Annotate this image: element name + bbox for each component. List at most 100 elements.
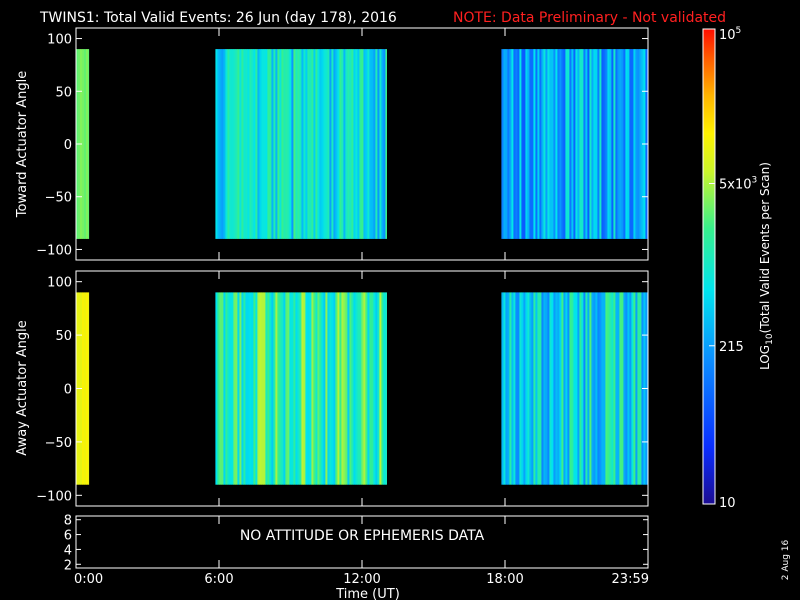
heatmap-cell (551, 49, 554, 239)
heatmap-cell (383, 49, 386, 239)
heatmap-cell (263, 49, 266, 239)
heatmap-cell (565, 49, 568, 239)
heatmap-cell (555, 292, 558, 485)
heatmap-cell (557, 49, 560, 239)
heatmap-cell (623, 292, 626, 485)
heatmap-cell (287, 292, 290, 485)
heatmap-cell (223, 292, 226, 485)
heatmap-cell (615, 49, 618, 239)
heatmap-cell (255, 49, 258, 239)
heatmap-cell (261, 292, 264, 485)
heatmap-cell (317, 292, 320, 485)
heatmap-cell (595, 292, 598, 485)
heatmap-cell (577, 292, 580, 485)
heatmap-cell (589, 292, 592, 485)
heatmap-cell (341, 292, 344, 485)
heatmap-cell (557, 292, 560, 485)
heatmap-cell (583, 292, 586, 485)
heatmap-cell (329, 49, 332, 239)
heatmap-cell (571, 292, 574, 485)
heatmap-cell (601, 292, 604, 485)
heatmap-cell (535, 292, 538, 485)
heatmap-cell (617, 49, 620, 239)
heatmap-cell (245, 292, 248, 485)
preliminary-note: NOTE: Data Preliminary - Not validated (453, 10, 726, 26)
heatmap-cell (323, 292, 326, 485)
heatmap-cell (333, 292, 336, 485)
heatmap-cell (225, 292, 228, 485)
heatmap-cell (233, 49, 236, 239)
heatmap-cell (501, 292, 504, 485)
heatmap-cell (367, 292, 370, 485)
heatmap-cell (633, 49, 636, 239)
heatmap-cell (529, 49, 532, 239)
heatmap-cell (227, 49, 230, 239)
heatmap-cell (515, 292, 518, 485)
heatmap-cell (547, 292, 550, 485)
xtick-label: 6:00 (204, 572, 233, 587)
heatmap-cell (347, 49, 350, 239)
heatmap-cell (255, 292, 258, 485)
xtick-label: 18:00 (486, 572, 523, 587)
heatmap-cell (365, 49, 368, 239)
heatmap-cell (581, 49, 584, 239)
heatmap-cell (261, 49, 264, 239)
ytick-label: 0 (64, 383, 72, 398)
heatmap-cell (625, 292, 628, 485)
date-stamp: 2 Aug 16 (781, 539, 791, 580)
heatmap-cell (241, 49, 244, 239)
heatmap-cell (625, 49, 628, 239)
heatmap-cell (273, 292, 276, 485)
heatmap-cell (579, 49, 582, 239)
heatmap-cell (567, 292, 570, 485)
heatmap-cell (545, 292, 548, 485)
heatmap-cell (289, 292, 292, 485)
heatmap-cell (269, 49, 272, 239)
heatmap-cell (267, 292, 270, 485)
ytick-label: 6 (64, 529, 72, 544)
ytick-label: 50 (55, 85, 72, 100)
heatmap-cell (349, 49, 352, 239)
heatmap-cell (623, 49, 626, 239)
heatmap-cell (607, 49, 610, 239)
heatmap-cell (271, 292, 274, 485)
heatmap-cell (503, 292, 506, 485)
heatmap-cell (633, 292, 636, 485)
heatmap-cell (231, 292, 234, 485)
heatmap-cell (517, 292, 520, 485)
heatmap-cell (587, 292, 590, 485)
heatmap-cell (249, 292, 252, 485)
colorbar-tick-label: 10 (719, 496, 736, 511)
heatmap-cell (531, 292, 534, 485)
heatmap-cell (231, 49, 234, 239)
heatmap-cell (597, 49, 600, 239)
heatmap-cell (609, 292, 612, 485)
heatmap-cell (525, 49, 528, 239)
heatmap-cell (331, 292, 334, 485)
heatmap-cell (615, 292, 618, 485)
ytick-label: 8 (64, 514, 72, 529)
ytick-label: 50 (55, 329, 72, 344)
heatmap-cell (369, 49, 372, 239)
heatmap-cell (215, 292, 218, 485)
heatmap-cell (363, 49, 366, 239)
heatmap-cell (307, 292, 310, 485)
heatmap-cell (217, 292, 220, 485)
heatmap-cell (577, 49, 580, 239)
heatmap-cell (619, 49, 622, 239)
heatmap-cell (217, 49, 220, 239)
heatmap-cell (305, 49, 308, 239)
heatmap-cell (317, 49, 320, 239)
heatmap-cell (341, 49, 344, 239)
heatmap-cell (627, 49, 630, 239)
heatmap-cell (235, 292, 238, 485)
heatmap-cell (605, 292, 608, 485)
heatmap-cell (239, 292, 242, 485)
heatmap-cell (285, 292, 288, 485)
heatmap-cell (631, 292, 634, 485)
heatmap-cell (251, 292, 254, 485)
heatmap-cell (359, 49, 362, 239)
heatmap-cell (597, 292, 600, 485)
xtick-label: 12:00 (343, 572, 380, 587)
